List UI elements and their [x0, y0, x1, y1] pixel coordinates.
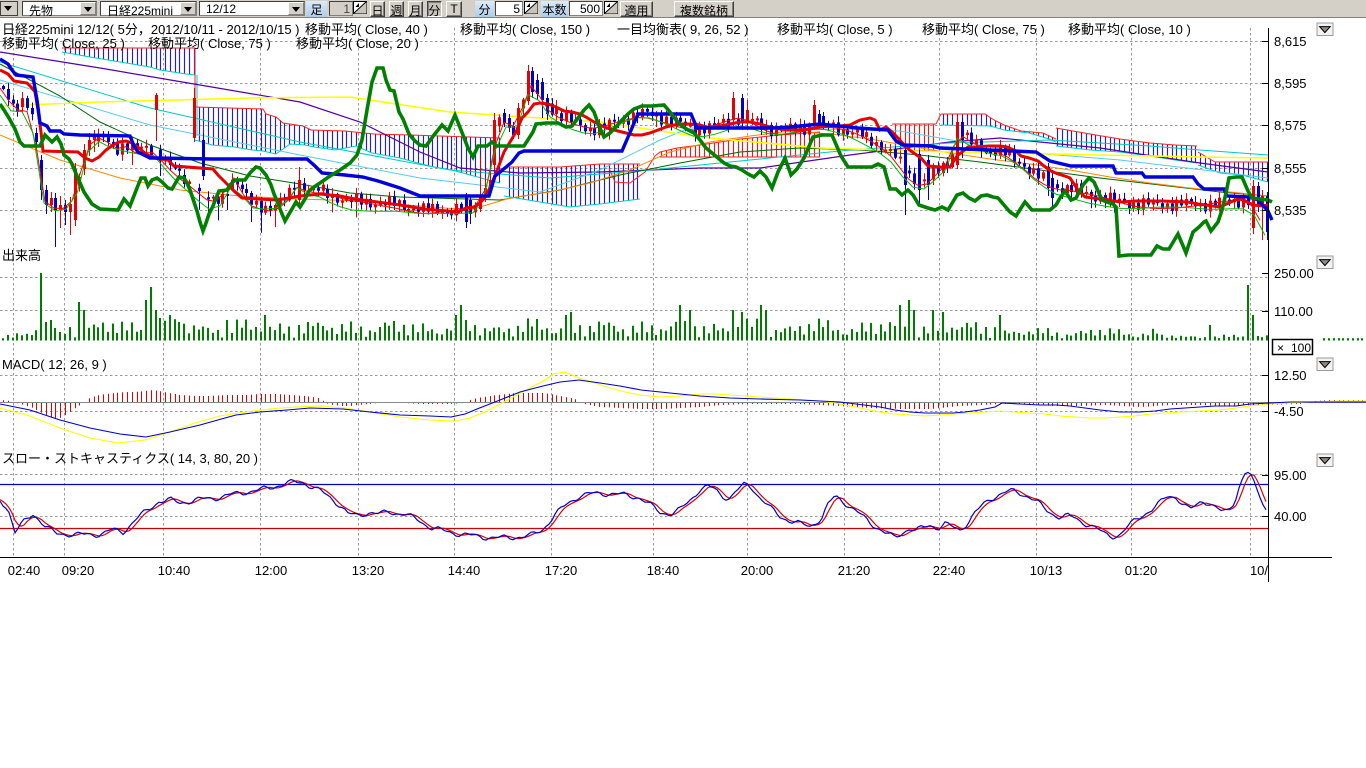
svg-text:10/13: 10/13 [1030, 563, 1063, 578]
svg-text:移動平均( Close, 25 ): 移動平均( Close, 25 ) [2, 36, 125, 51]
svg-text:移動平均( Close, 75 ): 移動平均( Close, 75 ) [148, 36, 271, 51]
svg-text:100: 100 [1291, 341, 1311, 355]
svg-text:移動平均( Close, 75 ): 移動平均( Close, 75 ) [922, 22, 1045, 37]
svg-text:8,595: 8,595 [1274, 76, 1307, 91]
svg-text:22:40: 22:40 [933, 563, 966, 578]
svg-text:移動平均( Close, 5 ): 移動平均( Close, 5 ) [777, 22, 893, 37]
svg-text:移動平均( Close, 150 ): 移動平均( Close, 150 ) [460, 22, 590, 37]
svg-text:8,575: 8,575 [1274, 118, 1307, 133]
svg-text:18:40: 18:40 [647, 563, 680, 578]
svg-text:出来高: 出来高 [2, 248, 41, 263]
svg-text:02:40: 02:40 [8, 563, 41, 578]
svg-text:日経225mini 12/12( 5分，2012/10/11: 日経225mini 12/12( 5分，2012/10/11 - 2012/10… [2, 22, 300, 37]
svg-text:14:40: 14:40 [448, 563, 481, 578]
svg-text:×: × [1277, 341, 1284, 355]
svg-text:09:20: 09:20 [62, 563, 95, 578]
svg-text:12:00: 12:00 [255, 563, 288, 578]
svg-text:10:40: 10:40 [158, 563, 191, 578]
svg-text:10/: 10/ [1250, 563, 1268, 578]
svg-text:移動平均( Close, 40 ): 移動平均( Close, 40 ) [305, 22, 428, 37]
svg-text:8,615: 8,615 [1274, 34, 1307, 49]
svg-text:40.00: 40.00 [1274, 509, 1307, 524]
svg-text:移動平均( Close, 10 ): 移動平均( Close, 10 ) [1068, 22, 1191, 37]
svg-text:250.00: 250.00 [1274, 266, 1314, 281]
svg-text:12.50: 12.50 [1274, 368, 1307, 383]
svg-text:95.00: 95.00 [1274, 468, 1307, 483]
svg-text:移動平均( Close, 20 ): 移動平均( Close, 20 ) [296, 36, 419, 51]
svg-text:21:20: 21:20 [838, 563, 871, 578]
svg-text:一目均衡表( 9, 26, 52 ): 一目均衡表( 9, 26, 52 ) [617, 22, 748, 37]
svg-text:01:20: 01:20 [1125, 563, 1158, 578]
svg-text:13:20: 13:20 [352, 563, 385, 578]
svg-text:17:20: 17:20 [545, 563, 578, 578]
svg-text:110.00: 110.00 [1274, 304, 1313, 319]
svg-text:-4.50: -4.50 [1274, 404, 1304, 419]
svg-text:MACD( 12, 26, 9 ): MACD( 12, 26, 9 ) [2, 357, 107, 372]
svg-text:20:00: 20:00 [741, 563, 774, 578]
svg-text:スロー・ストキャスティクス( 14, 3, 80, 20 ): スロー・ストキャスティクス( 14, 3, 80, 20 ) [2, 451, 258, 466]
svg-text:8,555: 8,555 [1274, 161, 1307, 176]
svg-text:8,535: 8,535 [1274, 203, 1307, 218]
